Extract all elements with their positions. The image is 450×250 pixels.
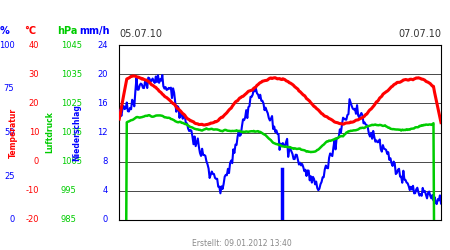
Text: mm/h: mm/h xyxy=(79,26,110,36)
Text: 1005: 1005 xyxy=(61,157,82,166)
Text: %: % xyxy=(0,26,9,36)
Text: 10: 10 xyxy=(29,128,39,137)
Text: 16: 16 xyxy=(97,99,108,108)
Text: 985: 985 xyxy=(61,216,77,224)
Text: 05.07.10: 05.07.10 xyxy=(119,29,162,39)
Text: 4: 4 xyxy=(103,186,108,195)
Text: Erstellt: 09.01.2012 13:40: Erstellt: 09.01.2012 13:40 xyxy=(192,239,292,248)
Text: 07.07.10: 07.07.10 xyxy=(398,29,441,39)
Text: Luftdruck: Luftdruck xyxy=(45,112,54,154)
Text: 30: 30 xyxy=(28,70,39,79)
Text: °C: °C xyxy=(24,26,36,36)
Text: -20: -20 xyxy=(26,216,39,224)
Text: 1015: 1015 xyxy=(61,128,82,137)
Text: Niederschlag: Niederschlag xyxy=(72,104,81,161)
Text: 12: 12 xyxy=(98,128,108,137)
Text: Temperatur: Temperatur xyxy=(9,108,18,158)
Text: 1025: 1025 xyxy=(61,99,82,108)
Text: 75: 75 xyxy=(4,84,14,93)
Text: 100: 100 xyxy=(0,40,14,50)
Text: 24: 24 xyxy=(98,40,108,50)
Text: 50: 50 xyxy=(4,128,14,137)
Text: 25: 25 xyxy=(4,172,14,181)
Text: 0: 0 xyxy=(9,216,14,224)
Text: 8: 8 xyxy=(103,157,108,166)
Text: 20: 20 xyxy=(29,99,39,108)
Text: 0: 0 xyxy=(34,157,39,166)
Text: 995: 995 xyxy=(61,186,77,195)
Text: -10: -10 xyxy=(26,186,39,195)
Text: 1035: 1035 xyxy=(61,70,82,79)
Text: 20: 20 xyxy=(98,70,108,79)
Text: 1045: 1045 xyxy=(61,40,82,50)
Text: 40: 40 xyxy=(29,40,39,50)
Text: 0: 0 xyxy=(103,216,108,224)
Text: hPa: hPa xyxy=(57,26,78,36)
